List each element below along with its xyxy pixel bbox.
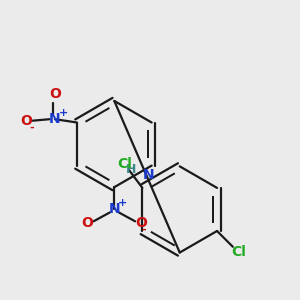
Text: N: N bbox=[143, 168, 154, 182]
Text: -: - bbox=[142, 225, 146, 235]
Text: O: O bbox=[136, 216, 148, 230]
Text: +: + bbox=[59, 108, 68, 118]
Text: -: - bbox=[29, 123, 34, 133]
Text: O: O bbox=[81, 216, 93, 230]
Text: Cl: Cl bbox=[232, 245, 247, 259]
Text: H: H bbox=[125, 163, 136, 176]
Text: N: N bbox=[109, 202, 120, 216]
Text: N: N bbox=[49, 112, 61, 126]
Text: O: O bbox=[49, 87, 61, 101]
Text: O: O bbox=[20, 114, 32, 128]
Text: +: + bbox=[118, 198, 127, 208]
Text: Cl: Cl bbox=[117, 157, 132, 171]
